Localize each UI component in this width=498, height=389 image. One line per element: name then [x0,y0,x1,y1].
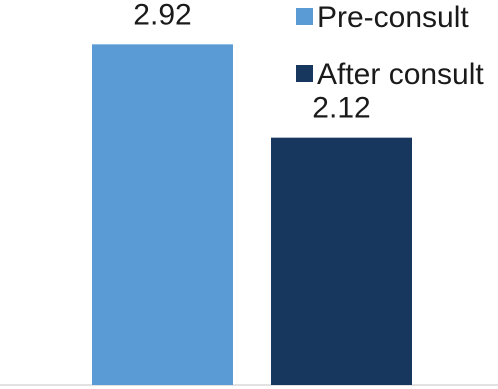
legend-swatch-pre-consult [296,8,313,25]
data-label-after-consult: 2.12 [312,92,370,125]
legend-label-after-consult: After consult [317,58,484,91]
data-label-pre-consult: 2.92 [133,0,191,31]
bar-after-consult [271,137,412,385]
legend-swatch-after-consult [296,65,313,82]
legend: Pre-consult After consult [296,1,484,91]
legend-label-pre-consult: Pre-consult [317,1,469,34]
bar-pre-consult [92,44,233,385]
